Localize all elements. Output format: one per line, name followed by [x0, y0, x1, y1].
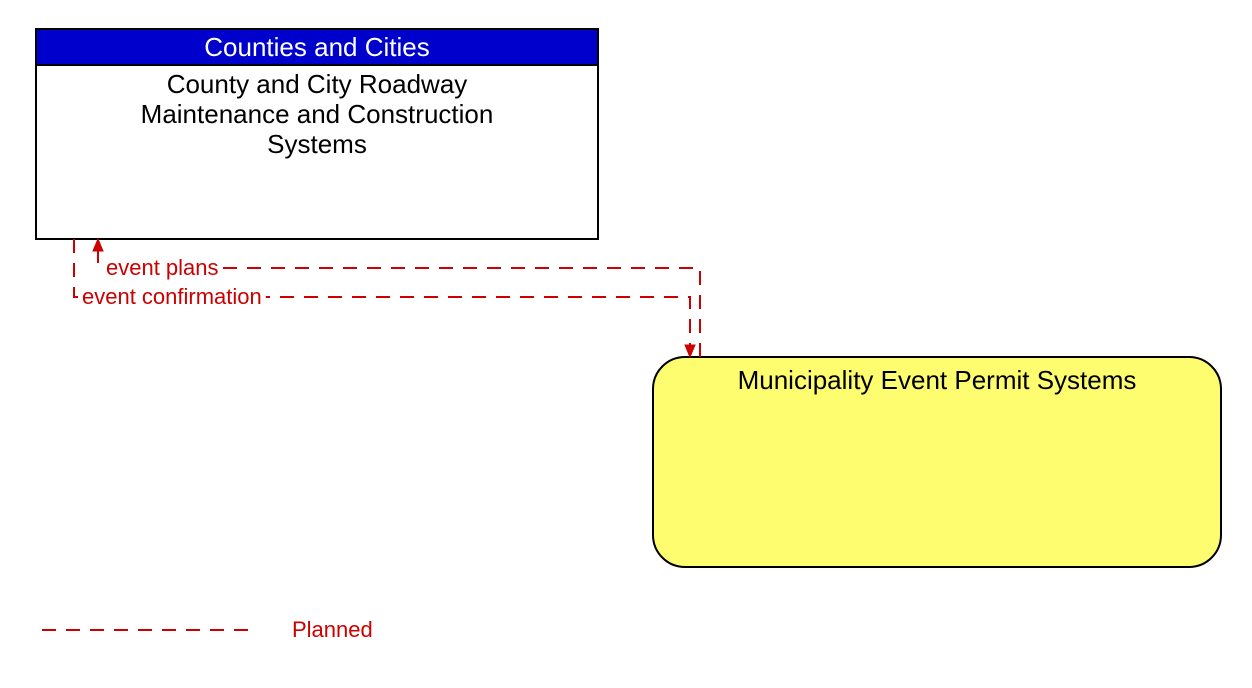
- box1-body-line3: Systems: [267, 129, 367, 159]
- box2-text: Municipality Event Permit Systems: [738, 365, 1137, 395]
- flow-event-plans-label: event plans: [106, 255, 219, 280]
- flow-event-plans-arrow-icon: [93, 239, 103, 251]
- box-municipality-event-permit: Municipality Event Permit Systems: [653, 357, 1221, 567]
- box1-body-line2: Maintenance and Construction: [141, 99, 494, 129]
- flow-event-confirmation-label: event confirmation: [82, 284, 262, 309]
- legend: Planned: [42, 617, 373, 642]
- box-counties-cities: Counties and Cities County and City Road…: [36, 29, 598, 239]
- box1-body-line1: County and City Roadway: [167, 69, 468, 99]
- legend-planned-label: Planned: [292, 617, 373, 642]
- flow-event-confirmation-arrow-icon: [685, 345, 695, 357]
- box1-header-text: Counties and Cities: [204, 32, 429, 62]
